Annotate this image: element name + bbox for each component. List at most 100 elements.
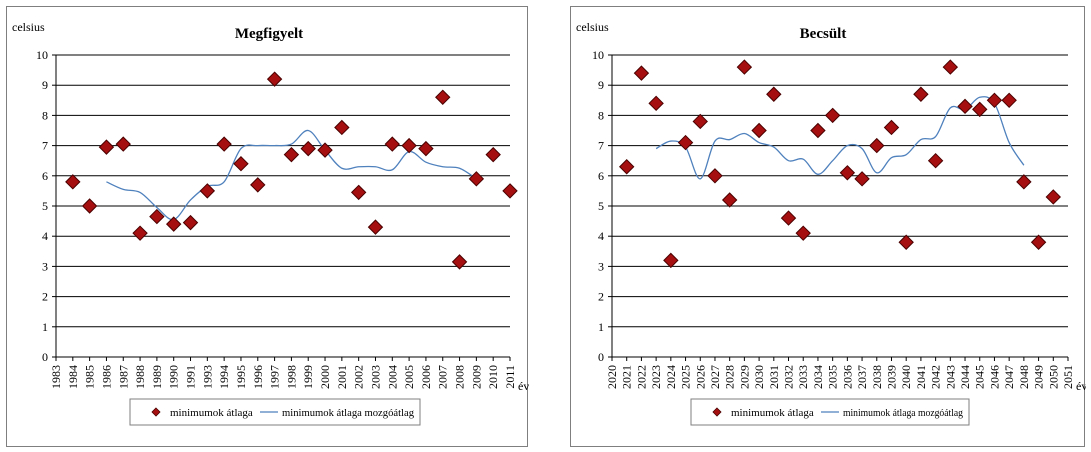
y-tick-label: 6 [42,169,48,183]
y-tick-label: 0 [42,350,48,364]
x-tick-label: 1991 [184,365,198,389]
y-tick-label: 9 [42,78,48,92]
legend-label-line: minimumok átlaga mozgóátlag [843,407,963,419]
x-tick-label: 2020 [605,365,619,389]
x-tick-label: 1986 [99,365,113,389]
x-tick-label: 1999 [301,365,315,389]
x-tick-label: 2022 [634,365,648,389]
x-axis-label: év [518,379,529,393]
x-tick-label: 2030 [752,365,766,389]
data-point-marker [115,136,131,152]
chart-panel-estimated: Becsült celsius 0 1 2 3 4 5 6 7 8 9 10 2020 2021 2022 20… [570,6,1086,447]
y-tick-label: 6 [598,169,604,183]
data-point-marker [854,171,870,187]
data-point-marker [1001,92,1017,109]
data-point-marker [266,71,283,87]
y-tick-label: 3 [598,259,604,273]
x-tick-label: 2010 [486,365,500,389]
data-point-marker [942,59,959,75]
data-point-marker [418,140,434,157]
data-point-marker [986,92,1003,109]
data-point-marker [883,119,900,136]
x-tick-label: 2006 [419,365,433,389]
y-tick-label: 1 [598,320,604,334]
data-point-marker [317,142,333,158]
x-tick-label: 2034 [811,365,825,389]
data-point-marker [485,146,501,163]
data-point-marker [766,86,782,102]
legend-label-markers: minimumok átlaga [170,407,253,419]
chart-title: Becsült [800,26,847,42]
data-point-marker [65,174,81,190]
x-axis-label: év [1076,379,1086,393]
data-point-marker [869,137,885,154]
x-tick-label: 2021 [620,365,634,389]
x-tick-label: 1983 [49,365,63,389]
data-point-marker [149,208,165,225]
data-point-marker [1030,234,1047,250]
data-point-marker [350,184,367,201]
data-point-marker [1016,174,1032,190]
data-point-marker [972,101,988,118]
x-tick-label: 2008 [453,365,467,389]
x-tick-label: 2043 [943,365,957,389]
x-tick-label: 2046 [987,365,1001,389]
x-tick-label: 2023 [649,365,663,389]
x-tick-label: 1994 [217,365,231,389]
x-tick-label: 2011 [503,365,517,389]
y-axis-label: celsius [576,20,609,34]
data-point-marker [81,198,98,214]
x-tick-label: 1990 [167,365,181,389]
data-point-marker [957,98,973,115]
data-point-marker [692,113,708,130]
data-point-marker [619,159,635,175]
x-tick-label: 2002 [352,365,366,389]
x-tick-label: 2007 [436,365,450,389]
y-tick-label: 4 [42,229,48,243]
x-tick-label: 2009 [469,365,483,389]
x-tick-label: 2003 [368,365,382,389]
data-point-marker [677,134,694,151]
chart-title: Megfigyelt [235,26,303,42]
data-point-marker [663,252,679,269]
data-point-marker [384,136,401,152]
data-point-marker [736,59,753,75]
x-tick-label: 2048 [1017,365,1031,389]
x-tick-label: 1995 [234,365,248,389]
x-tick-label: 2044 [958,365,972,389]
data-point-marker [468,171,485,187]
data-point-marker [898,234,914,250]
x-tick-label: 2025 [679,365,693,389]
x-tick-label: 1997 [268,365,282,389]
x-tick-label: 1996 [251,365,265,389]
x-tick-label: 1988 [133,365,147,389]
legend-label-markers: minimumok átlaga [731,407,814,419]
y-tick-label: 7 [42,139,48,153]
data-point-marker [199,183,216,199]
x-tick-label: 2004 [385,365,399,389]
data-point-marker [233,156,249,172]
y-tick-label: 5 [42,199,48,213]
y-tick-label: 8 [598,108,604,122]
legend-marker-swatch [151,407,161,417]
x-tick-label: 2029 [737,365,751,389]
x-tick-label: 2039 [884,365,898,389]
x-tick-label: 2042 [929,365,943,389]
chart-panel-observed: Megfigyelt celsius 0 1 2 3 4 5 6 7 8 9 10 1983 1984 198… [6,6,529,447]
x-tick-label: 2005 [402,365,416,389]
data-point-marker [451,254,468,270]
moving-average-line [106,129,477,221]
x-tick-label: 2045 [973,365,987,389]
data-point-marker [1045,189,1061,205]
data-point-marker [707,168,723,184]
x-tick-label: 2041 [914,365,928,389]
x-tick-label: 2026 [693,365,707,389]
x-tick-label: 2038 [870,365,884,389]
data-point-marker [435,89,451,105]
y-tick-label: 9 [598,78,604,92]
x-tick-label: 1993 [200,365,214,389]
x-tick-label: 2001 [335,365,349,389]
data-point-marker [401,137,417,154]
x-tick-label: 2049 [1032,365,1046,389]
y-tick-label: 4 [598,229,604,243]
